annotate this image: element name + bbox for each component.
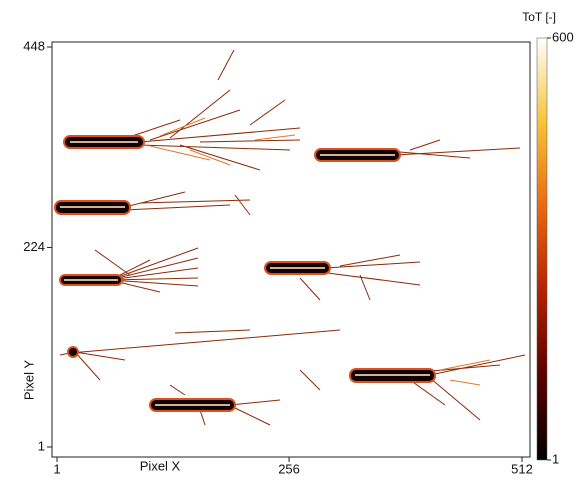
x-tick-label: 1 xyxy=(53,461,60,476)
x-axis-label: Pixel X xyxy=(140,458,181,473)
colorbar xyxy=(536,37,548,461)
tracks xyxy=(54,49,526,426)
y-tick-label: 448 xyxy=(23,38,45,53)
y-axis-label: Pixel Y xyxy=(21,360,36,401)
colorbar-tick-label: 600 xyxy=(552,29,574,44)
y-tick-label: 1 xyxy=(38,438,45,453)
colorbar-label: ToT [-] xyxy=(522,10,556,24)
colorbar-tick-label: 1 xyxy=(552,451,559,466)
y-tick-label: 224 xyxy=(23,239,45,254)
track xyxy=(67,346,79,358)
x-tick-label: 512 xyxy=(511,461,533,476)
x-tick-label: 256 xyxy=(278,461,300,476)
plot-frame xyxy=(51,41,531,458)
